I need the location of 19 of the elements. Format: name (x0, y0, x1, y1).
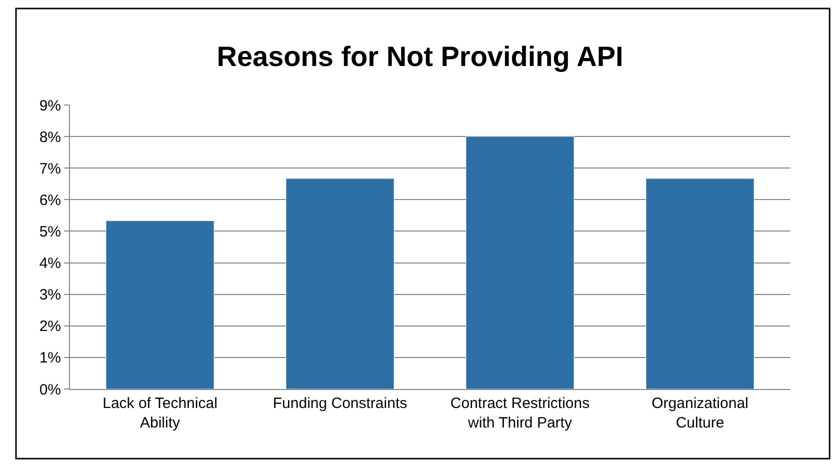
x-tick-label: Funding Constraints (272, 395, 408, 412)
bar (466, 136, 574, 389)
y-tick-label: 1% (39, 350, 61, 367)
y-tick-label: 2% (39, 318, 61, 336)
bar (286, 178, 394, 389)
bar (646, 178, 754, 389)
x-tick-label: Organizational Culture (652, 395, 748, 432)
y-tick-label: 0% (39, 381, 61, 398)
y-tick-label: 5% (39, 223, 61, 240)
x-tick-label: Lack of Technical Ability (102, 395, 218, 432)
y-tick-label: 7% (39, 160, 61, 178)
y-tick-label: 6% (39, 192, 61, 209)
chart-title: Reasons for Not Providing API (216, 41, 624, 72)
y-tick-label: 8% (39, 128, 61, 146)
x-tick-label: Contract Restrictions with Third Party (450, 395, 590, 432)
y-tick-label: 3% (39, 286, 61, 304)
y-tick-label: 9% (39, 97, 61, 114)
y-tick-label: 4% (39, 255, 61, 272)
bar (106, 220, 214, 389)
